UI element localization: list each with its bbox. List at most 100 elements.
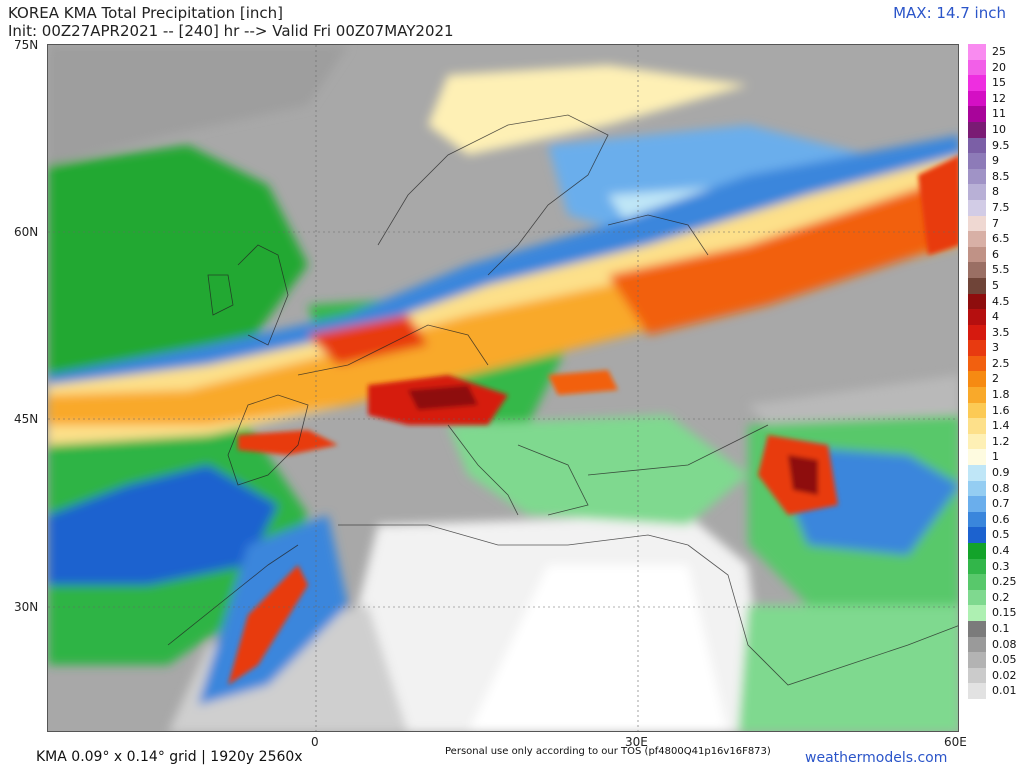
legend-label: 10 (992, 122, 1006, 136)
legend-row: 0.01 (968, 683, 1024, 699)
legend-swatch (968, 309, 986, 325)
legend-label: 0.4 (992, 544, 1010, 557)
legend-label: 1 (992, 450, 999, 464)
legend-row: 10 (968, 121, 1024, 138)
legend-swatch (968, 636, 986, 653)
legend-swatch (968, 340, 986, 356)
legend-row: 3.5 (968, 324, 1024, 341)
legend-row: 0.6 (968, 511, 1024, 528)
legend-swatch (968, 449, 986, 466)
brand-link[interactable]: weathermodels.com (805, 750, 948, 766)
legend-label: 0.15 (992, 606, 1017, 620)
legend-row: 1.8 (968, 387, 1024, 403)
legend-label: 12 (992, 91, 1006, 105)
legend-swatch (968, 262, 986, 278)
legend-swatch (968, 44, 986, 60)
legend-swatch (968, 324, 986, 341)
legend-row: 5 (968, 277, 1024, 294)
legend-swatch (968, 589, 986, 606)
legend-swatch (968, 667, 986, 684)
legend-label: 1.4 (992, 419, 1010, 433)
legend-row: 1.4 (968, 418, 1024, 434)
legend-row: 1.2 (968, 433, 1024, 450)
lat-label-75n: 75N (14, 38, 39, 52)
legend-swatch (968, 184, 986, 200)
legend-swatch (968, 277, 986, 294)
legend-swatch (968, 137, 986, 154)
legend-swatch (968, 106, 986, 122)
legend-row: 0.02 (968, 667, 1024, 684)
legend-swatch (968, 433, 986, 450)
legend-label: 25 (992, 45, 1006, 58)
legend-row: 2.5 (968, 355, 1024, 372)
legend-swatch (968, 246, 986, 263)
legend-row: 0.9 (968, 465, 1024, 481)
grid-info: KMA 0.09° x 0.14° grid | 1920y 2560x (36, 749, 303, 765)
legend-row: 0.1 (968, 620, 1024, 637)
legend-swatch (968, 387, 986, 403)
legend-row: 0.25 (968, 574, 1024, 590)
map-title: KOREA KMA Total Precipitation [inch] (8, 4, 284, 22)
heavy-precip-cores (228, 155, 958, 685)
lon-label-60e: 60E (944, 735, 967, 749)
legend-row: 2 (968, 371, 1024, 388)
legend-label: 0.7 (992, 497, 1010, 511)
legend-label: 5.5 (992, 263, 1010, 277)
legend-row: 5.5 (968, 262, 1024, 278)
legend-label: 8 (992, 185, 999, 199)
legend-swatch (968, 75, 986, 91)
legend-label: 20 (992, 60, 1006, 74)
legend-label: 0.6 (992, 512, 1010, 526)
legend-row: 3 (968, 340, 1024, 356)
legend-row: 0.3 (968, 558, 1024, 575)
legend-swatch (968, 153, 986, 169)
legend-swatch (968, 199, 986, 216)
lon-label-0: 0 (311, 735, 319, 749)
legend-label: 7 (992, 216, 999, 230)
graticule (48, 45, 958, 731)
legend-row: 25 (968, 44, 1024, 60)
legend-swatch (968, 465, 986, 481)
legend-label: 0.25 (992, 575, 1017, 589)
legend-row: 20 (968, 59, 1024, 76)
legend-row: 12 (968, 90, 1024, 107)
legend-swatch (968, 371, 986, 388)
legend-label: 9.5 (992, 138, 1010, 152)
legend-label: 6 (992, 247, 999, 261)
legend-swatch (968, 293, 986, 310)
legend-swatch (968, 168, 986, 185)
legend-row: 6 (968, 246, 1024, 263)
init-valid-line: Init: 00Z27APR2021 -- [240] hr --> Valid… (8, 22, 454, 40)
legend-label: 2 (992, 372, 999, 386)
legend-swatch (968, 683, 986, 699)
legend-row: 0.5 (968, 527, 1024, 543)
legend-row: 0.2 (968, 589, 1024, 606)
legend-swatch (968, 231, 986, 247)
color-legend: 25 20 15 12 11 10 9.5 9 8.5 8 7.5 7 6.5 6 5.5 5 4.5 4 3.5 3… (968, 44, 1024, 699)
legend-swatch (968, 511, 986, 528)
legend-label: 1.2 (992, 434, 1010, 448)
legend-row: 11 (968, 106, 1024, 122)
legend-swatch (968, 527, 986, 543)
legend-label: 11 (992, 107, 1006, 121)
legend-swatch (968, 574, 986, 590)
legend-row: 8.5 (968, 168, 1024, 185)
legend-label: 5 (992, 278, 999, 292)
legend-row: 7.5 (968, 199, 1024, 216)
legend-row: 15 (968, 75, 1024, 91)
map-canvas (48, 45, 958, 731)
legend-row: 0.8 (968, 480, 1024, 497)
legend-label: 0.02 (992, 668, 1017, 682)
legend-label: 0.05 (992, 653, 1017, 667)
legend-row: 6.5 (968, 231, 1024, 247)
legend-swatch (968, 543, 986, 559)
legend-swatch (968, 418, 986, 434)
lon-label-30e: 30E (625, 735, 648, 749)
legend-label: 0.5 (992, 528, 1010, 542)
legend-label: 3 (992, 341, 999, 355)
legend-label: 0.3 (992, 559, 1010, 573)
legend-label: 9 (992, 154, 999, 168)
precipitation-map[interactable] (47, 44, 959, 732)
legend-swatch (968, 90, 986, 107)
legend-row: 7 (968, 215, 1024, 232)
